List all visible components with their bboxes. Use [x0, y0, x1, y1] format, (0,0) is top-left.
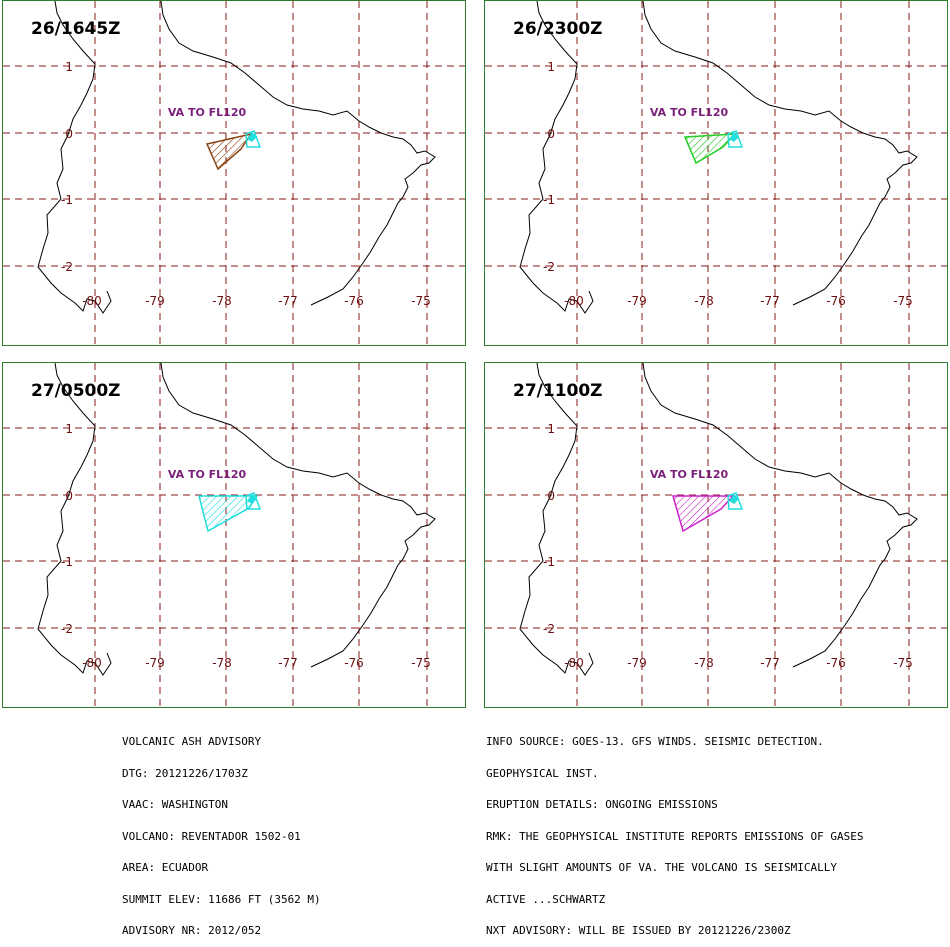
ash-height-label: VA TO FL120: [168, 106, 247, 119]
ash-cloud-polygon: [672, 495, 735, 533]
map-1: 1 0 -1 -2 -80 -79 -78 -77 -76 -75 VA TO FL120: [3, 1, 465, 345]
volcano-source-area: [245, 492, 262, 510]
panel-time-3: 27/0500Z: [31, 381, 121, 401]
panel-time-2: 26/2300Z: [513, 19, 603, 39]
longitude-tick-label: -76: [344, 294, 364, 308]
longitude-tick-label: -77: [760, 656, 780, 670]
ash-cloud-polygon: [205, 132, 253, 171]
longitude-tick-label: -76: [344, 656, 364, 670]
volcano-source-area: [245, 130, 262, 148]
panel-time-4: 27/1100Z: [513, 381, 603, 401]
country-border: [642, 363, 918, 668]
latitude-tick-label: -1: [61, 555, 73, 569]
latitude-tick-label: -2: [61, 622, 73, 636]
map-panel-4: 1 0 -1 -2 -80 -79 -78 -77 -76 -75 VA TO FL120 27/1…: [484, 362, 948, 708]
ash-cloud-polygon: [683, 133, 737, 165]
longitude-tick-label: -80: [82, 656, 102, 670]
advisory-details-block: INFO SOURCE: GOES-13. GFS WINDS. SEISMIC…: [486, 716, 864, 947]
map-panel-2: 1 0 -1 -2 -80 -79 -78 -77 -76 -75 VA TO FL120 26/2…: [484, 0, 948, 346]
volcano-source-area: [727, 492, 744, 510]
longitude-tick-label: -77: [278, 294, 298, 308]
country-border: [642, 1, 918, 306]
advisory-line: VOLCANIC ASH ADVISORY: [122, 735, 262, 748]
longitude-tick-label: -76: [826, 294, 846, 308]
advisory-line: AREA: ECUADOR: [122, 861, 209, 874]
advisory-line: ERUPTION DETAILS: ONGOING EMISSIONS: [486, 798, 718, 811]
advisory-line: ADVISORY NR: 2012/052: [122, 924, 262, 937]
advisory-line: DTG: 20121226/1703Z: [122, 766, 248, 780]
latitude-tick-label: -1: [543, 555, 555, 569]
longitude-tick-label: -75: [411, 656, 431, 670]
advisory-line: VAAC: WASHINGTON: [122, 798, 228, 811]
panel-time-1: 26/1645Z: [31, 19, 121, 39]
longitude-tick-label: -79: [627, 656, 647, 670]
latitude-tick-label: 0: [65, 489, 73, 503]
map-3: 1 0 -1 -2 -80 -79 -78 -77 -76 -75 VA TO FL120: [3, 363, 465, 707]
longitude-tick-label: -79: [145, 656, 165, 670]
coastline: [519, 363, 594, 676]
advisory-line: VOLCANO: REVENTADOR 1502-01: [122, 829, 301, 843]
advisory-line: GEOPHYSICAL INST.: [486, 766, 599, 780]
map-2: 1 0 -1 -2 -80 -79 -78 -77 -76 -75 VA TO FL120: [485, 1, 947, 345]
longitude-tick-label: -78: [694, 294, 714, 308]
longitude-tick-label: -76: [826, 656, 846, 670]
advisory-line: WITH SLIGHT AMOUNTS OF VA. THE VOLCANO I…: [486, 861, 837, 874]
longitude-tick-label: -75: [893, 294, 913, 308]
country-border: [160, 363, 436, 668]
latitude-tick-label: -1: [543, 193, 555, 207]
longitude-tick-label: -80: [564, 294, 584, 308]
advisory-line: NXT ADVISORY: WILL BE ISSUED BY 20121226…: [486, 924, 791, 937]
longitude-tick-label: -75: [893, 656, 913, 670]
advisory-line: SUMMIT ELEV: 11686 FT (3562 M): [122, 892, 321, 906]
country-border: [160, 1, 436, 306]
longitude-tick-label: -78: [212, 294, 232, 308]
latitude-tick-label: 0: [547, 127, 555, 141]
volcano-marker-icon: [247, 132, 257, 142]
latitude-tick-label: 0: [65, 127, 73, 141]
longitude-tick-label: -77: [760, 294, 780, 308]
longitude-tick-label: -79: [627, 294, 647, 308]
volcano-marker-icon: [729, 494, 739, 504]
map-4: 1 0 -1 -2 -80 -79 -78 -77 -76 -75 VA TO FL120: [485, 363, 947, 707]
ash-height-label: VA TO FL120: [650, 106, 729, 119]
ash-height-label: VA TO FL120: [168, 468, 247, 481]
coastline: [37, 363, 112, 676]
advisory-line: INFO SOURCE: GOES-13. GFS WINDS. SEISMIC…: [486, 735, 824, 748]
longitude-tick-label: -78: [694, 656, 714, 670]
longitude-tick-label: -80: [564, 656, 584, 670]
longitude-tick-label: -75: [411, 294, 431, 308]
map-panel-1: 1 0 -1 -2 -80 -79 -78 -77 -76 -75 VA TO FL120 26/1…: [2, 0, 466, 346]
coastline: [37, 1, 112, 314]
volcano-marker-icon: [729, 132, 739, 142]
volcano-marker-icon: [247, 494, 257, 504]
latitude-tick-label: -1: [61, 193, 73, 207]
latitude-tick-label: -2: [543, 622, 555, 636]
coastline: [519, 1, 594, 314]
latitude-tick-label: -2: [543, 260, 555, 274]
longitude-tick-label: -77: [278, 656, 298, 670]
map-panel-3: 1 0 -1 -2 -80 -79 -78 -77 -76 -75 VA TO FL120 27/0…: [2, 362, 466, 708]
volcano-source-area: [727, 130, 744, 148]
longitude-tick-label: -79: [145, 294, 165, 308]
latitude-tick-label: 1: [65, 422, 73, 436]
advisory-line: ACTIVE ...SCHWARTZ: [486, 892, 606, 906]
longitude-tick-label: -80: [82, 294, 102, 308]
latitude-tick-label: 1: [65, 60, 73, 74]
advisory-line: RMK: THE GEOPHYSICAL INSTITUTE REPORTS E…: [486, 829, 864, 843]
advisory-header-block: VOLCANIC ASH ADVISORY DTG: 20121226/1703…: [122, 716, 321, 947]
ash-height-label: VA TO FL120: [650, 468, 729, 481]
ash-cloud-polygon: [198, 495, 259, 533]
latitude-tick-label: 1: [547, 422, 555, 436]
latitude-tick-label: -2: [61, 260, 73, 274]
longitude-tick-label: -78: [212, 656, 232, 670]
latitude-tick-label: 1: [547, 60, 555, 74]
latitude-tick-label: 0: [547, 489, 555, 503]
